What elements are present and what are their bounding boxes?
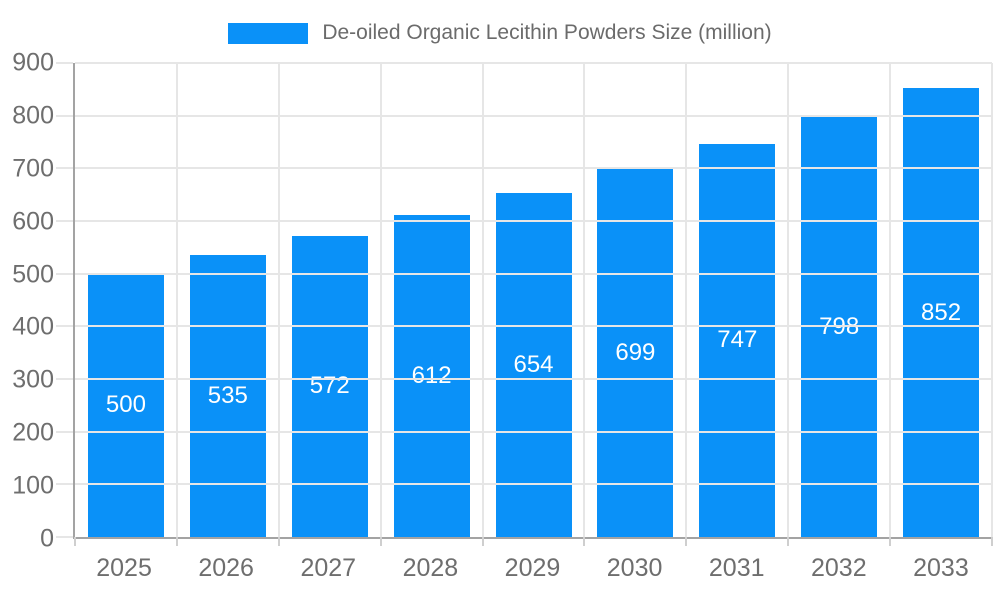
x-axis-tick-label: 2028 <box>402 554 459 582</box>
y-axis-tick <box>56 536 73 538</box>
x-axis-tick <box>481 537 484 546</box>
x-axis-tick-label: 2031 <box>708 554 765 582</box>
bar[interactable]: 612 <box>393 214 470 537</box>
x-axis-tick <box>175 537 178 546</box>
y-axis-tick <box>56 272 73 275</box>
bar-slot: 798 <box>788 63 890 537</box>
gridline-horizontal <box>75 325 992 328</box>
bar-value-label: 500 <box>105 391 146 419</box>
gridline-horizontal <box>75 62 992 64</box>
gridline-horizontal <box>75 167 992 170</box>
gridline-vertical <box>685 63 688 537</box>
gridline-vertical <box>175 63 178 537</box>
x-axis-tick-label: 2032 <box>811 554 867 582</box>
bar-slot: 535 <box>177 63 279 537</box>
bar[interactable]: 500 <box>87 273 164 537</box>
legend-label: De-oiled Organic Lecithin Powders Size (… <box>322 21 772 44</box>
bar-slot: 852 <box>890 63 992 537</box>
gridline-vertical <box>889 63 892 537</box>
gridline-horizontal <box>75 483 992 486</box>
plot-area: 500 535 572 612 654 699 747 798 852 <box>56 62 993 546</box>
gridline-vertical <box>991 63 993 537</box>
gridline-horizontal <box>75 377 992 380</box>
y-axis-tick <box>56 430 73 433</box>
bar-value-label: 535 <box>207 382 248 410</box>
y-axis-tick <box>56 483 73 486</box>
bar[interactable]: 852 <box>903 88 980 537</box>
bar-slot: 572 <box>279 63 381 537</box>
x-axis-tick-label: 2030 <box>606 554 663 582</box>
x-axis-tick <box>583 537 586 546</box>
y-axis-tick <box>56 167 73 170</box>
y-axis-tick-label: 400 <box>12 312 54 341</box>
bar[interactable]: 654 <box>495 192 572 537</box>
bar-slot: 747 <box>686 63 788 537</box>
gridline-horizontal <box>75 114 992 117</box>
x-axis-tick <box>991 537 993 546</box>
bar-slot: 500 <box>75 63 177 537</box>
gridline-vertical <box>379 63 382 537</box>
y-axis-tick-label: 300 <box>12 365 54 394</box>
y-axis-tick <box>56 377 73 380</box>
y-axis-tick <box>56 62 73 64</box>
bar-value-label: 852 <box>921 298 962 326</box>
bar-slot: 699 <box>584 63 686 537</box>
bar[interactable]: 535 <box>189 255 266 537</box>
y-axis-tick-label: 200 <box>12 418 54 447</box>
gridline-horizontal <box>75 219 992 222</box>
x-axis-tick-label: 2026 <box>198 554 254 582</box>
bar-slot: 612 <box>381 63 483 537</box>
x-axis-tick-label: 2033 <box>913 554 969 582</box>
y-axis-tick-label: 100 <box>12 471 54 500</box>
gridline-horizontal <box>75 430 992 433</box>
x-axis-tick <box>787 537 790 546</box>
x-axis-tick-label: 2025 <box>96 554 152 582</box>
y-axis-tick <box>56 325 73 328</box>
x-axis-tick <box>74 537 76 546</box>
bar-value-label: 654 <box>513 350 554 378</box>
bar-value-label: 572 <box>309 372 350 400</box>
x-axis-tick <box>277 537 280 546</box>
gridline-vertical <box>583 63 586 537</box>
bar-value-label: 612 <box>411 361 452 389</box>
y-axis-tick-label: 500 <box>12 260 54 289</box>
bar-value-label: 747 <box>717 326 758 354</box>
bar[interactable]: 572 <box>291 235 368 537</box>
bars-container: 500 535 572 612 654 699 747 798 852 <box>75 63 992 537</box>
y-axis-tick-label: 700 <box>12 154 54 183</box>
x-axis-labels: 2025 2026 2027 2028 2029 2030 2031 2032 2033 <box>73 556 992 581</box>
bar-slot: 654 <box>483 63 585 537</box>
y-axis-tick <box>56 219 73 222</box>
bar[interactable]: 699 <box>597 168 674 537</box>
y-axis-tick-label: 600 <box>12 207 54 236</box>
x-axis-tick-label: 2027 <box>300 554 357 582</box>
x-axis-tick <box>379 537 382 546</box>
y-axis-tick-label: 900 <box>12 48 54 77</box>
y-axis-labels: 0 100 200 300 400 500 600 700 800 900 <box>0 50 54 551</box>
gridline-horizontal <box>75 272 992 275</box>
y-axis-tick <box>56 114 73 117</box>
bar-value-label: 699 <box>615 338 656 366</box>
gridline-vertical <box>787 63 790 537</box>
y-axis-tick-label: 0 <box>40 524 54 553</box>
gridline-vertical <box>277 63 280 537</box>
y-axis-tick-label: 800 <box>12 101 54 130</box>
gridline-vertical <box>481 63 484 537</box>
legend-swatch <box>228 22 309 44</box>
x-axis-tick-label: 2029 <box>504 554 561 582</box>
bar[interactable]: 747 <box>699 143 776 537</box>
x-axis-tick <box>889 537 892 546</box>
legend[interactable]: De-oiled Organic Lecithin Powders Size (… <box>0 20 1000 46</box>
x-axis-tick <box>685 537 688 546</box>
